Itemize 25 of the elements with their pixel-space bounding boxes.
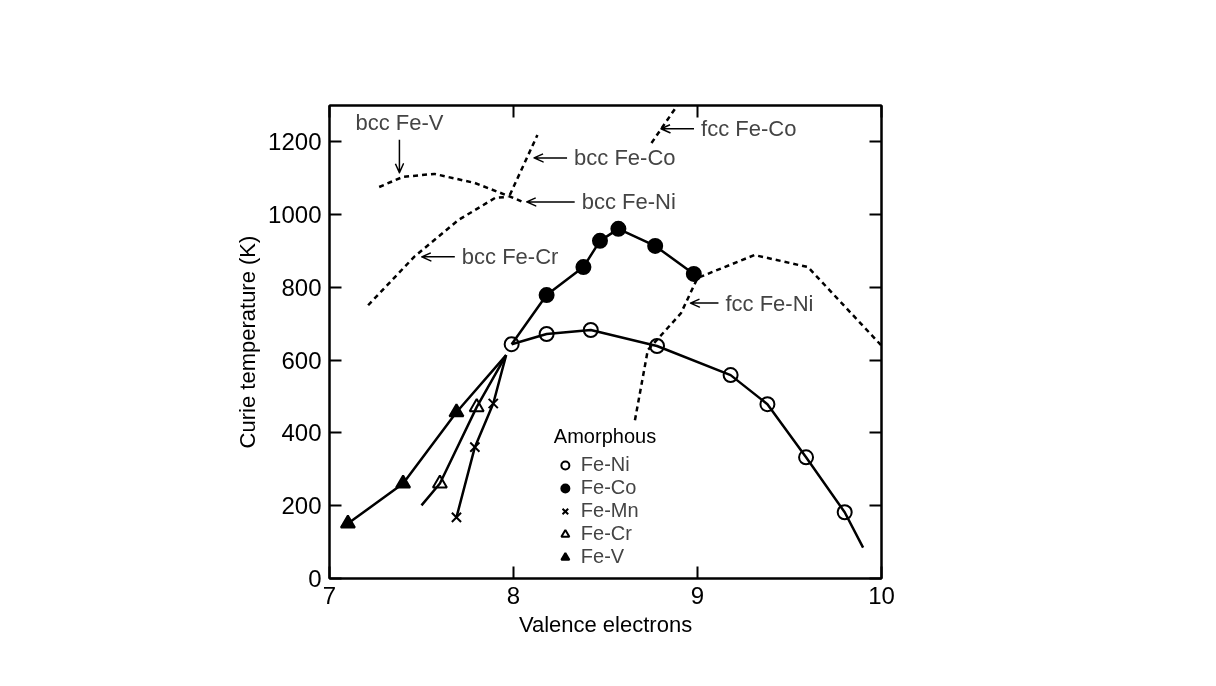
x-axis-title: Valence electrons [518,611,693,637]
y-tick-label: 800 [281,273,322,301]
y-tick-label: 1000 [268,201,322,229]
annotation: bcc Fe-Ni [581,189,676,215]
annotation: fcc Fe-Ni [725,290,814,316]
annotation: fcc Fe-Co [701,116,797,142]
y-tick-label: 1200 [268,128,322,156]
legend-label: Fe-Co [580,476,637,499]
y-tick-label: 0 [308,565,322,592]
x-tick-label: 8 [506,581,521,609]
annotation: bcc Fe-V [355,109,444,135]
x-tick-label: 7 [322,581,337,609]
legend-label: Fe-Cr [580,522,632,545]
legend-title: Amorphous [553,425,657,448]
legend-label: Fe-Mn [580,499,639,522]
legend-label: Fe-V [580,545,625,568]
y-tick-label: 600 [281,346,322,374]
y-tick-label: 200 [281,492,322,520]
x-tick-label: 10 [868,581,895,609]
y-tick-label: 400 [281,419,322,447]
x-tick-label: 9 [690,581,705,609]
legend-label: Fe-Ni [580,453,630,476]
y-axis-title: Curie temperature (K) [235,235,261,449]
annotation: bcc Fe-Co [574,145,676,171]
annotation: bcc Fe-Cr [461,244,559,270]
